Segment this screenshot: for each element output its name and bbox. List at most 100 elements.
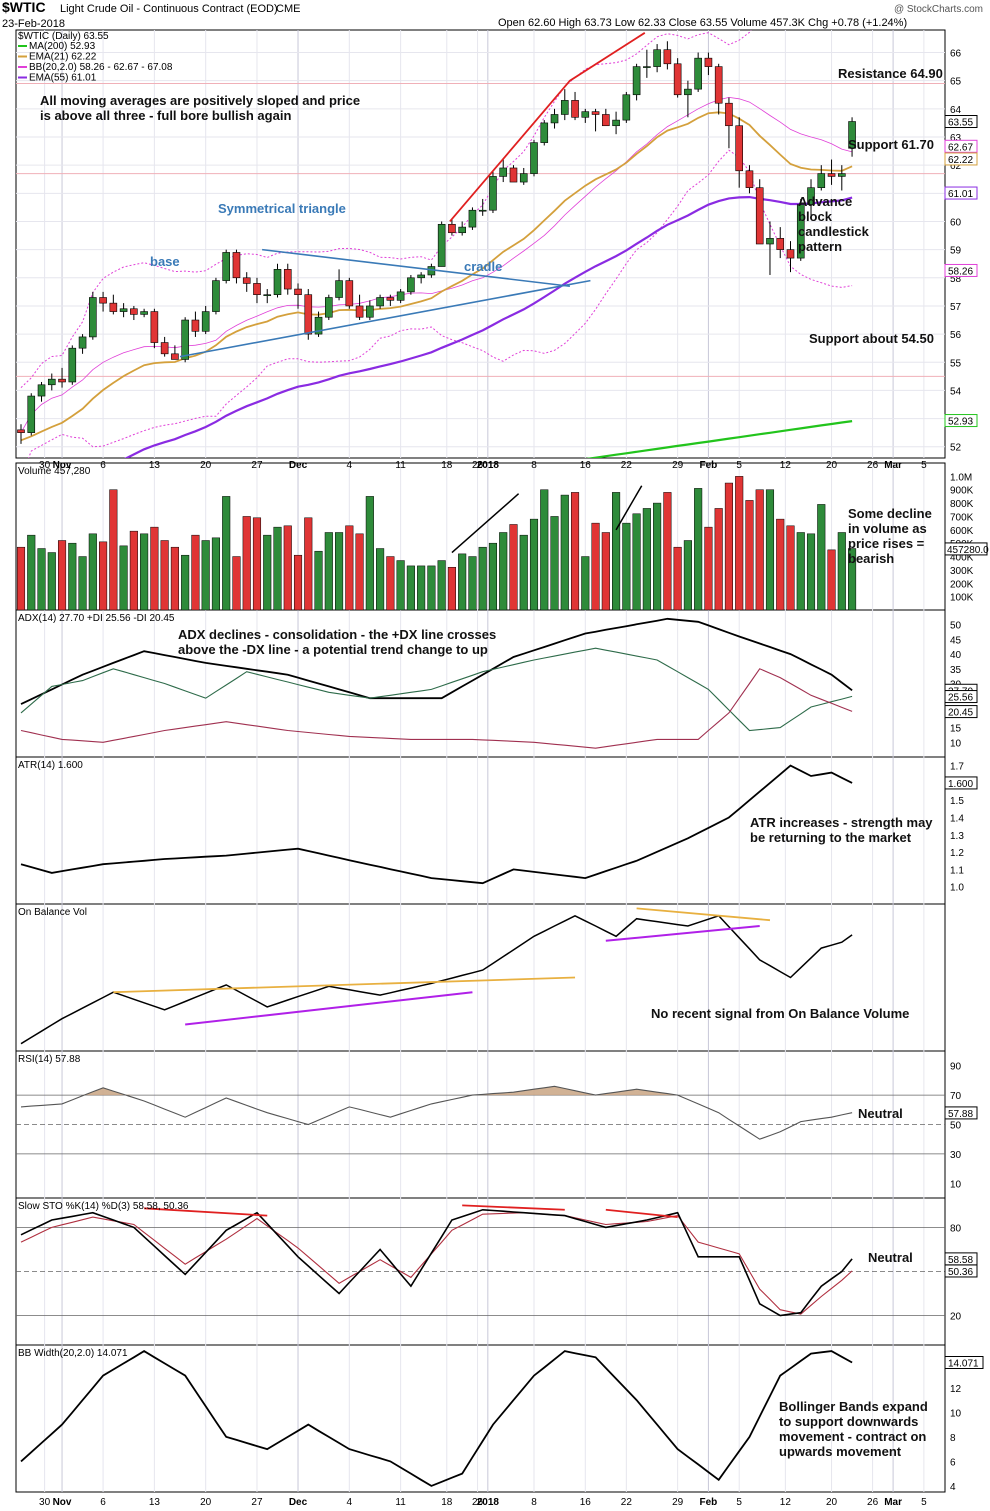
x-tick-label: 13 bbox=[149, 1497, 161, 1508]
candle-body bbox=[530, 142, 538, 174]
candle-body bbox=[499, 167, 508, 177]
candle bbox=[827, 159, 836, 185]
candle bbox=[766, 221, 774, 275]
candle-body bbox=[181, 319, 189, 360]
volume-bar bbox=[406, 565, 415, 611]
rsi-y-tick: 90 bbox=[950, 1062, 962, 1073]
candle-body bbox=[273, 269, 282, 295]
candle bbox=[294, 283, 302, 309]
volume-bar bbox=[27, 534, 36, 611]
candle bbox=[837, 165, 846, 191]
candle-body bbox=[684, 88, 692, 96]
triangle-lower-trendline bbox=[179, 279, 591, 358]
atr-y-tick: 1.2 bbox=[950, 848, 964, 859]
x-tick-label: 6 bbox=[100, 1497, 106, 1508]
price-value-tag-text: 62.22 bbox=[948, 155, 973, 166]
volume-bar bbox=[776, 518, 785, 611]
price-y-tick: 62 bbox=[950, 161, 962, 172]
candle bbox=[725, 97, 733, 149]
candle bbox=[304, 289, 313, 340]
candle-body bbox=[263, 294, 272, 296]
sto-value-tag: 58.58 bbox=[944, 1252, 978, 1266]
candle bbox=[817, 165, 826, 191]
x-tick-label-top: 20 bbox=[826, 460, 838, 471]
atr-note-line1: ATR increases - strength may bbox=[750, 815, 933, 830]
advance-block-line4: pattern bbox=[798, 239, 842, 254]
candle bbox=[714, 63, 723, 115]
sto-y-tick: 20 bbox=[950, 1312, 962, 1323]
bbw-value-tag: 14.071 bbox=[944, 1356, 984, 1370]
volume-bar bbox=[324, 532, 333, 611]
rsi-value-tag-box bbox=[944, 1106, 978, 1120]
volume-bar bbox=[601, 532, 610, 611]
volume-bar bbox=[129, 530, 138, 611]
triangle-upper-trendline bbox=[262, 248, 571, 288]
ema55-line bbox=[124, 195, 853, 458]
volume-bar bbox=[273, 526, 282, 611]
rsi-y-tick: 30 bbox=[950, 1150, 962, 1161]
candle bbox=[345, 277, 354, 309]
volume-bar bbox=[78, 556, 87, 611]
x-tick-label: Feb bbox=[700, 1497, 718, 1508]
adx-y-tick: 50 bbox=[950, 621, 962, 632]
rsi-y-tick: 70 bbox=[950, 1091, 962, 1102]
bbw-note-line1: Bollinger Bands expand bbox=[779, 1399, 928, 1414]
candle-body bbox=[201, 311, 210, 332]
price-y-tick: 64 bbox=[950, 105, 962, 116]
candle-body bbox=[160, 342, 169, 355]
candle-body bbox=[171, 353, 179, 360]
panel-atr bbox=[15, 756, 946, 905]
legend-item: MA(200) 52.93 bbox=[29, 41, 96, 52]
candle-body bbox=[673, 63, 682, 96]
candle bbox=[437, 221, 446, 267]
volume-bar bbox=[263, 534, 272, 611]
candle-body bbox=[458, 226, 466, 234]
bb-width-line bbox=[20, 1350, 853, 1487]
advance-block-line2: block bbox=[798, 209, 833, 224]
price-value-tag-box bbox=[944, 152, 978, 166]
x-tick-label: Nov bbox=[53, 1497, 72, 1508]
candle-body bbox=[643, 66, 651, 68]
volume-note-line3: price rises = bbox=[848, 536, 925, 551]
volume-note-line2: in volume as bbox=[848, 521, 927, 536]
candle-body bbox=[232, 252, 241, 279]
x-tick-label-top: 6 bbox=[100, 460, 106, 471]
security-name: Light Crude Oil - Continuous Contract (E… bbox=[60, 3, 278, 15]
candle-body bbox=[27, 395, 36, 433]
price-value-tag: 63.55 bbox=[944, 115, 978, 129]
panel-obv bbox=[15, 903, 946, 1052]
volume-bar bbox=[140, 533, 149, 611]
candle bbox=[181, 317, 189, 363]
x-tick-label-top: 16 bbox=[580, 460, 592, 471]
x-tick-label: 11 bbox=[395, 1497, 406, 1508]
atr-value-tag-box bbox=[944, 776, 978, 790]
volume-bar bbox=[848, 548, 857, 611]
x-tick-label-top: 22 bbox=[621, 460, 633, 471]
adx-title: ADX(14) 27.70 +DI 25.56 -DI 20.45 bbox=[18, 613, 175, 624]
volume-bar bbox=[150, 526, 159, 611]
volume-bar bbox=[786, 525, 795, 611]
price-layer: 66656463626160595857565554535263.5562.67… bbox=[16, 30, 978, 458]
candle-body bbox=[324, 297, 333, 318]
rsi-line bbox=[20, 1085, 853, 1140]
candle bbox=[735, 117, 744, 188]
volume-bar bbox=[160, 540, 169, 611]
volume-bar bbox=[745, 500, 754, 611]
candle-body bbox=[735, 125, 744, 172]
x-tick-label-top: 8 bbox=[531, 460, 537, 471]
x-tick-label-top: Mar bbox=[884, 460, 902, 471]
ma200-line bbox=[585, 420, 853, 458]
candle-body bbox=[827, 173, 836, 177]
volume-bar bbox=[714, 508, 723, 611]
atr-y-tick: 1.7 bbox=[950, 762, 964, 773]
candle bbox=[376, 294, 384, 309]
candle-body bbox=[345, 280, 354, 307]
volume-bar bbox=[468, 556, 477, 611]
candle bbox=[355, 294, 364, 321]
candle bbox=[212, 277, 220, 315]
x-tick-label-top: 29 bbox=[672, 460, 684, 471]
symbol: $WTIC bbox=[2, 0, 46, 15]
atr-title: ATR(14) 1.600 bbox=[18, 760, 83, 771]
volume-bar bbox=[119, 545, 128, 611]
candle bbox=[273, 263, 282, 298]
